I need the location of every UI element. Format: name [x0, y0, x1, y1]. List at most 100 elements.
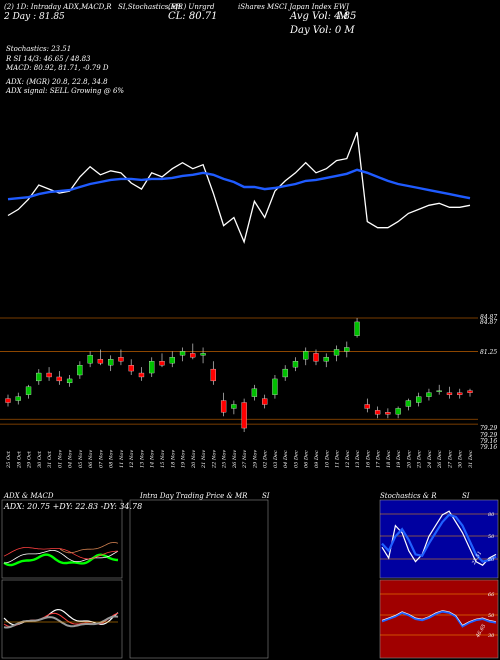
candle-body [25, 386, 32, 395]
candle-body [200, 353, 206, 356]
date-tick-label: 19 Dec [396, 450, 402, 468]
adx-panel [1, 499, 123, 579]
date-tick-label: 13 Dec [355, 450, 361, 468]
price-level-low3: 79.16 [480, 438, 498, 445]
candle-body [374, 410, 381, 415]
candle-body [97, 359, 104, 364]
date-tick-label: 17 Dec [376, 450, 382, 468]
candle-body [15, 396, 21, 401]
header-line1-a: (2) 1D: Intraday ADX,MACD,R [4, 3, 112, 11]
date-tick-label: 04 Dec [283, 450, 289, 468]
date-tick-label: 12 Nov [129, 450, 135, 468]
stoch-tick-20: 20 [488, 557, 495, 563]
candle-body [241, 402, 247, 429]
date-tick-label: 23 Dec [417, 450, 423, 469]
candle-body [405, 400, 412, 407]
date-tick-label: 30 Oct [37, 450, 43, 468]
candle-body [128, 365, 134, 372]
date-tick-label: 11 Nov [119, 450, 125, 468]
candle-body [303, 351, 309, 360]
candle-body [118, 357, 124, 362]
header-line1-c: (Eft ) Unrgrd [168, 3, 215, 11]
date-tick-label: 25 Nov [222, 450, 228, 469]
candle-body [416, 396, 422, 403]
price-level-top: 84.87 [480, 314, 498, 321]
stoch-panel-title: Stochastics & R [380, 492, 437, 500]
date-tick-label: 13 Nov [139, 450, 145, 468]
date-tick-label: 26 Nov [232, 450, 238, 469]
ema-line [7, 168, 471, 201]
candle-body [169, 357, 175, 364]
candle-body [262, 398, 268, 405]
date-tick-label: 08 Nov [109, 450, 115, 468]
candle-body [344, 347, 350, 352]
date-tick-label: 31 Dec [468, 450, 474, 468]
date-tick-label: 20 Nov [191, 450, 197, 469]
date-tick-label: 27 Nov [242, 450, 248, 469]
candle-body [323, 357, 329, 362]
date-tick-label: 06 Nov [88, 450, 94, 468]
candle-body [46, 372, 52, 378]
price-level-low4: 79.16 [480, 444, 498, 451]
adx-aux-line [59, 541, 119, 554]
stoch-tick-50: 50 [488, 534, 495, 540]
header-avg-vol: Avg Vol: 4.85 [290, 11, 357, 22]
intraday-panel [129, 499, 269, 659]
candle-body [364, 404, 370, 409]
candle-body [251, 388, 258, 397]
candle-body [354, 321, 360, 336]
indicator-stoch: Stochastics: 23.51 [6, 45, 72, 53]
price-level-low2: 79.29 [480, 432, 498, 439]
candle-body [333, 349, 340, 356]
date-tick-label: 18 Dec [386, 450, 392, 468]
close-price-line [7, 131, 471, 244]
candle-body [385, 412, 391, 415]
minus-di-line [3, 547, 119, 560]
header-extra: 2 Day : 81.85 [4, 12, 65, 22]
price-level-top2: 84.87 [480, 319, 498, 326]
indicator-macd: MACD: 80.92, 81.71, -0.79 D [6, 64, 109, 72]
candle-body [436, 390, 442, 392]
candle-body [313, 353, 319, 362]
candle-body [395, 408, 401, 415]
date-tick-label: 29 Oct [27, 450, 33, 469]
date-tick-label: 22 Nov [211, 450, 217, 469]
date-tick-label: 25 Oct [6, 450, 12, 469]
candle-body [426, 392, 432, 397]
date-tick-label: 07 Nov [98, 450, 104, 468]
candle-body [149, 361, 155, 374]
candle-body [272, 378, 278, 395]
date-tick-label: 21 Nov [201, 450, 207, 469]
candle-body [446, 392, 453, 395]
date-tick-label: 04 Nov [68, 450, 74, 468]
candle-body [220, 400, 227, 413]
header-line1-d: iShares MSCI Japan Index EWJ [238, 3, 349, 11]
candle-body [87, 355, 93, 364]
header-avg-vol-unit: M [338, 11, 349, 22]
date-tick-label: 15 Nov [160, 450, 166, 468]
date-tick-label: 05 Nov [78, 450, 84, 468]
date-tick-label: 31 Oct [47, 450, 53, 468]
candle-body [179, 351, 186, 356]
date-tick-label: 27 Dec [447, 450, 453, 469]
date-tick-label: 19 Nov [181, 450, 187, 468]
adx-line [3, 553, 119, 567]
rsi-tick-50: 50 [488, 613, 495, 619]
rsi-tick-30: 30 [488, 633, 495, 639]
candle-body [457, 392, 463, 395]
price-level-mid: 81.25 [480, 349, 498, 356]
indicator-rsi: R SI 14/3: 46.65 / 48.83 [6, 55, 91, 63]
rsi-line [381, 610, 497, 628]
header-close: CL: 80.71 [168, 11, 218, 22]
candle-body [231, 404, 237, 409]
price-level-low1: 79.29 [480, 425, 498, 432]
header-line1-b: SI,Stochastics,MR [118, 3, 184, 11]
candle-body [5, 398, 11, 403]
plus-di-line [3, 550, 119, 564]
date-tick-label: 11 Dec [335, 450, 341, 468]
date-tick-label: 30 Dec [458, 450, 464, 468]
date-tick-label: 01 Nov [57, 450, 63, 468]
date-tick-label: 10 Dec [324, 450, 330, 468]
date-tick-label: 24 Dec [427, 450, 433, 469]
date-tick-label: 05 Dec [293, 450, 299, 468]
